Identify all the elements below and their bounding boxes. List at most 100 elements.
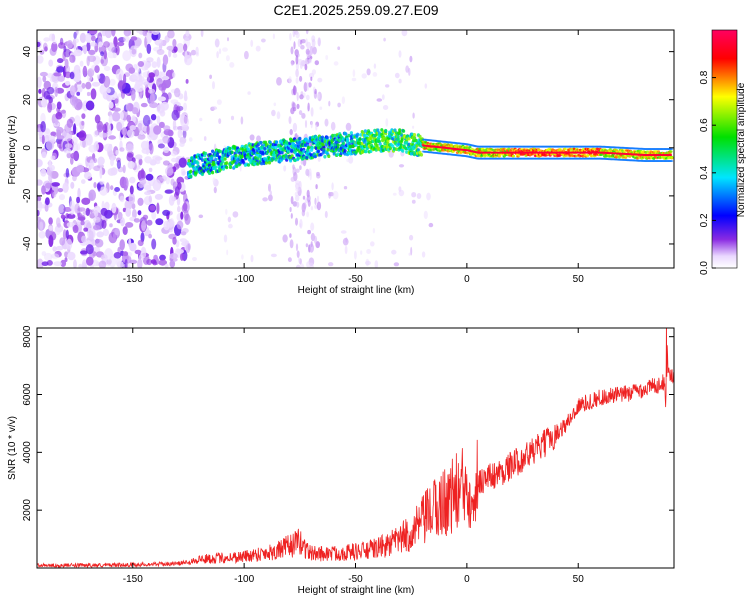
ridge-cell [264, 140, 268, 145]
noise-blob [171, 157, 177, 163]
noise-blob [262, 197, 268, 202]
noise-blob [162, 135, 170, 144]
noise-blob [119, 111, 124, 120]
noise-blob [156, 104, 165, 114]
ridge-cell [376, 128, 380, 132]
noise-blob [412, 112, 415, 119]
noise-blob [109, 223, 113, 228]
noise-blob [305, 94, 310, 101]
noise-blob [301, 209, 306, 217]
noise-blob [119, 195, 125, 203]
noise-blob [199, 117, 203, 122]
noise-blob [311, 38, 316, 48]
noise-blob [213, 186, 217, 194]
noise-blob [152, 179, 162, 191]
noise-blob [272, 33, 275, 40]
noise-blob [53, 72, 62, 77]
noise-blob [181, 241, 188, 246]
noise-blob [93, 216, 101, 223]
noise-blob [295, 55, 299, 65]
noise-blob [398, 78, 402, 84]
noise-blob [296, 250, 300, 258]
noise-blob [192, 257, 197, 261]
noise-blob [126, 102, 134, 112]
snr-series-line [37, 328, 674, 568]
heatmap-panel: -150 -100 -50 0 50 -40 -20 0 20 40 Height of str… [7, 29, 675, 296]
noise-blob [187, 243, 191, 251]
noise-blob [51, 182, 60, 187]
ridge-cell [415, 144, 419, 148]
noise-blob [104, 201, 110, 211]
noise-blob [67, 251, 76, 261]
noise-blob [212, 177, 216, 184]
noise-blob [301, 112, 306, 119]
noise-blob [93, 224, 101, 231]
noise-blob [137, 239, 144, 247]
noise-blob [185, 30, 190, 37]
noise-blob [167, 30, 175, 39]
y-tick-label: -20 [22, 188, 33, 203]
noise-blob [88, 230, 94, 242]
x-tick-label: -50 [348, 574, 363, 585]
noise-blob [86, 55, 90, 67]
noise-blob [295, 77, 299, 84]
ridge-cell [363, 129, 367, 133]
noise-blob [108, 143, 113, 148]
noise-blob [293, 41, 296, 50]
noise-blob [95, 238, 104, 248]
noise-blob [120, 217, 125, 227]
noise-blob [37, 76, 42, 89]
noise-blob [158, 121, 165, 129]
ridge-cell [343, 152, 347, 156]
noise-blob [372, 72, 378, 77]
noise-blob [90, 88, 97, 100]
ridge-cell [386, 139, 390, 143]
noise-blob [287, 257, 292, 263]
ridge-cell [398, 128, 402, 132]
ridge-cell [267, 160, 272, 165]
ridge-cell [319, 152, 323, 157]
ridge-cell [369, 136, 373, 141]
noise-blob [56, 126, 64, 134]
ridge-cell [358, 137, 362, 141]
noise-blob [181, 170, 186, 176]
noise-blob [149, 205, 156, 211]
noise-blob [273, 102, 277, 107]
noise-blob [76, 165, 85, 173]
noise-blob [421, 251, 426, 258]
ridge-cell [404, 146, 408, 151]
noise-blob [102, 30, 107, 37]
snr-x-label: Height of straight line (km) [298, 585, 415, 596]
heatmap-y-ticks: -40 -20 0 20 40 [22, 46, 674, 251]
noise-blob [91, 35, 96, 42]
noise-blob [123, 177, 129, 190]
noise-blob [137, 122, 143, 132]
noise-blob [90, 265, 94, 268]
noise-blob [137, 61, 145, 67]
noise-blob [271, 109, 276, 117]
ridge-cell [325, 135, 329, 140]
noise-blob [76, 83, 82, 89]
noise-blob [255, 45, 261, 52]
noise-blob [106, 88, 111, 94]
ridge-cell [214, 157, 218, 162]
noise-blob [376, 98, 383, 102]
noise-blob [401, 30, 408, 37]
noise-blob [148, 233, 153, 239]
noise-blob [306, 194, 311, 203]
noise-blob [102, 228, 110, 237]
ridge-cell [332, 152, 336, 156]
noise-blob [411, 199, 416, 204]
noise-blob [302, 195, 306, 200]
noise-blob [307, 229, 311, 235]
noise-blob [117, 246, 121, 254]
noise-blob [131, 107, 139, 115]
noise-blob [73, 49, 83, 57]
noise-blob [122, 226, 128, 236]
noise-blob [290, 46, 294, 55]
noise-blob [69, 54, 76, 63]
noise-blob [340, 230, 347, 234]
noise-blob [148, 72, 155, 79]
noise-blob [123, 35, 130, 43]
noise-blob [296, 201, 300, 208]
